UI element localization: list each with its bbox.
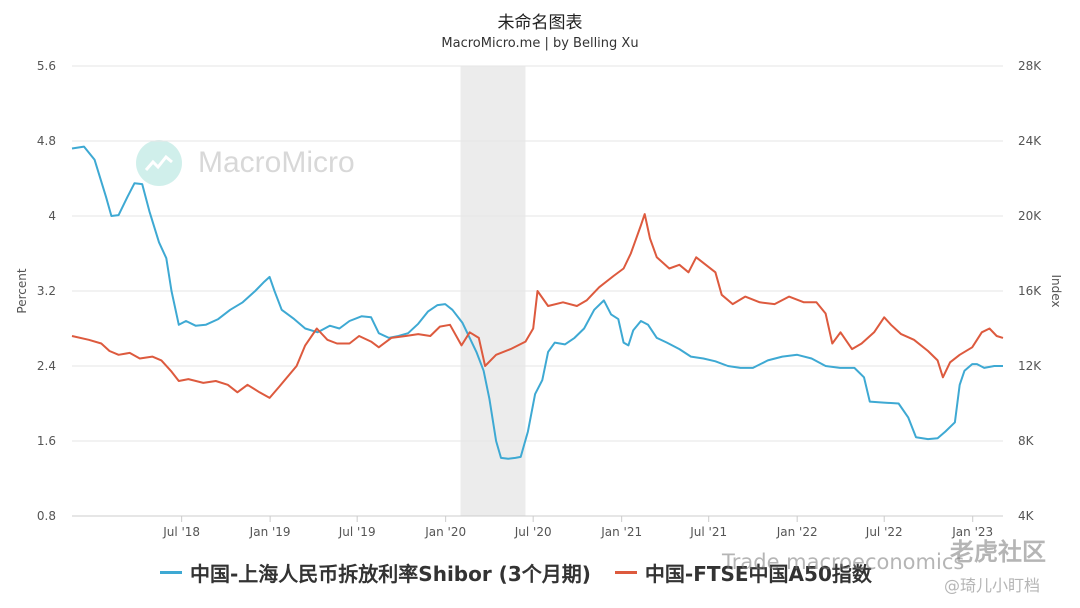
y-left-axis-title: Percent (15, 268, 29, 313)
x-tick-label: Jan '21 (600, 525, 642, 539)
x-tick-label: Jan '19 (249, 525, 291, 539)
x-tick-label: Jul '18 (162, 525, 200, 539)
overlay-watermark-handle: @琦儿小盯档 (944, 576, 1041, 595)
overlay-watermark-community: 老虎社区 (950, 538, 1046, 566)
y-right-tick-label: 28K (1018, 59, 1042, 73)
series-line-shibor (71, 145, 1003, 460)
y-right-tick-label: 12K (1018, 359, 1042, 373)
legend-item-shibor[interactable]: 中国-上海人民币拆放利率Shibor (3个月期) (160, 558, 591, 587)
y-left-tick-label: 5.6 (37, 59, 56, 73)
x-tick-label: Jul '21 (689, 525, 727, 539)
macromicro-logo-icon (136, 140, 182, 186)
chart-subtitle: MacroMicro.me | by Belling Xu (441, 36, 639, 51)
overlay-watermark-trade: Trade macroeconomics (722, 550, 965, 574)
x-tick-label: Jan '22 (776, 525, 818, 539)
macromicro-watermark: MacroMicro (136, 140, 355, 186)
y-right-tick-label: 20K (1018, 209, 1042, 223)
y-left-tick-label: 4.8 (37, 134, 56, 148)
y-right-tick-label: 16K (1018, 284, 1042, 298)
chart-title: 未命名图表 (497, 13, 583, 33)
legend-swatch-shibor (160, 571, 182, 574)
y-left-tick-label: 2.4 (37, 359, 56, 373)
chart-legend: 中国-上海人民币拆放利率Shibor (3个月期) 中国-FTSE中国A50指数 (160, 558, 872, 587)
series-line-a50 (71, 213, 1004, 399)
y-right-tick-label: 8K (1018, 434, 1035, 448)
legend-swatch-a50 (614, 571, 637, 574)
x-tick-label: Jul '20 (514, 525, 552, 539)
y-left-tick-label: 1.6 (37, 434, 56, 448)
y-left-tick-label: 3.2 (37, 284, 56, 298)
y-left-tick-label: 0.8 (37, 509, 56, 523)
y-right-tick-label: 24K (1018, 134, 1042, 148)
x-tick-label: Jul '22 (865, 525, 903, 539)
y-right-axis-title: Index (1049, 274, 1063, 307)
legend-item-a50[interactable]: 中国-FTSE中国A50指数 (614, 558, 872, 587)
y-right-tick-label: 4K (1018, 509, 1035, 523)
y-left-tick-label: 4 (48, 209, 56, 223)
x-tick-label: Jan '23 (951, 525, 993, 539)
x-tick-label: Jul '19 (338, 525, 376, 539)
legend-label-a50: 中国-FTSE中国A50指数 (644, 562, 872, 586)
legend-label-shibor: 中国-上海人民币拆放利率Shibor (3个月期) (190, 562, 591, 586)
watermark-brand: MacroMicro (198, 146, 355, 179)
x-tick-label: Jan '20 (424, 525, 466, 539)
